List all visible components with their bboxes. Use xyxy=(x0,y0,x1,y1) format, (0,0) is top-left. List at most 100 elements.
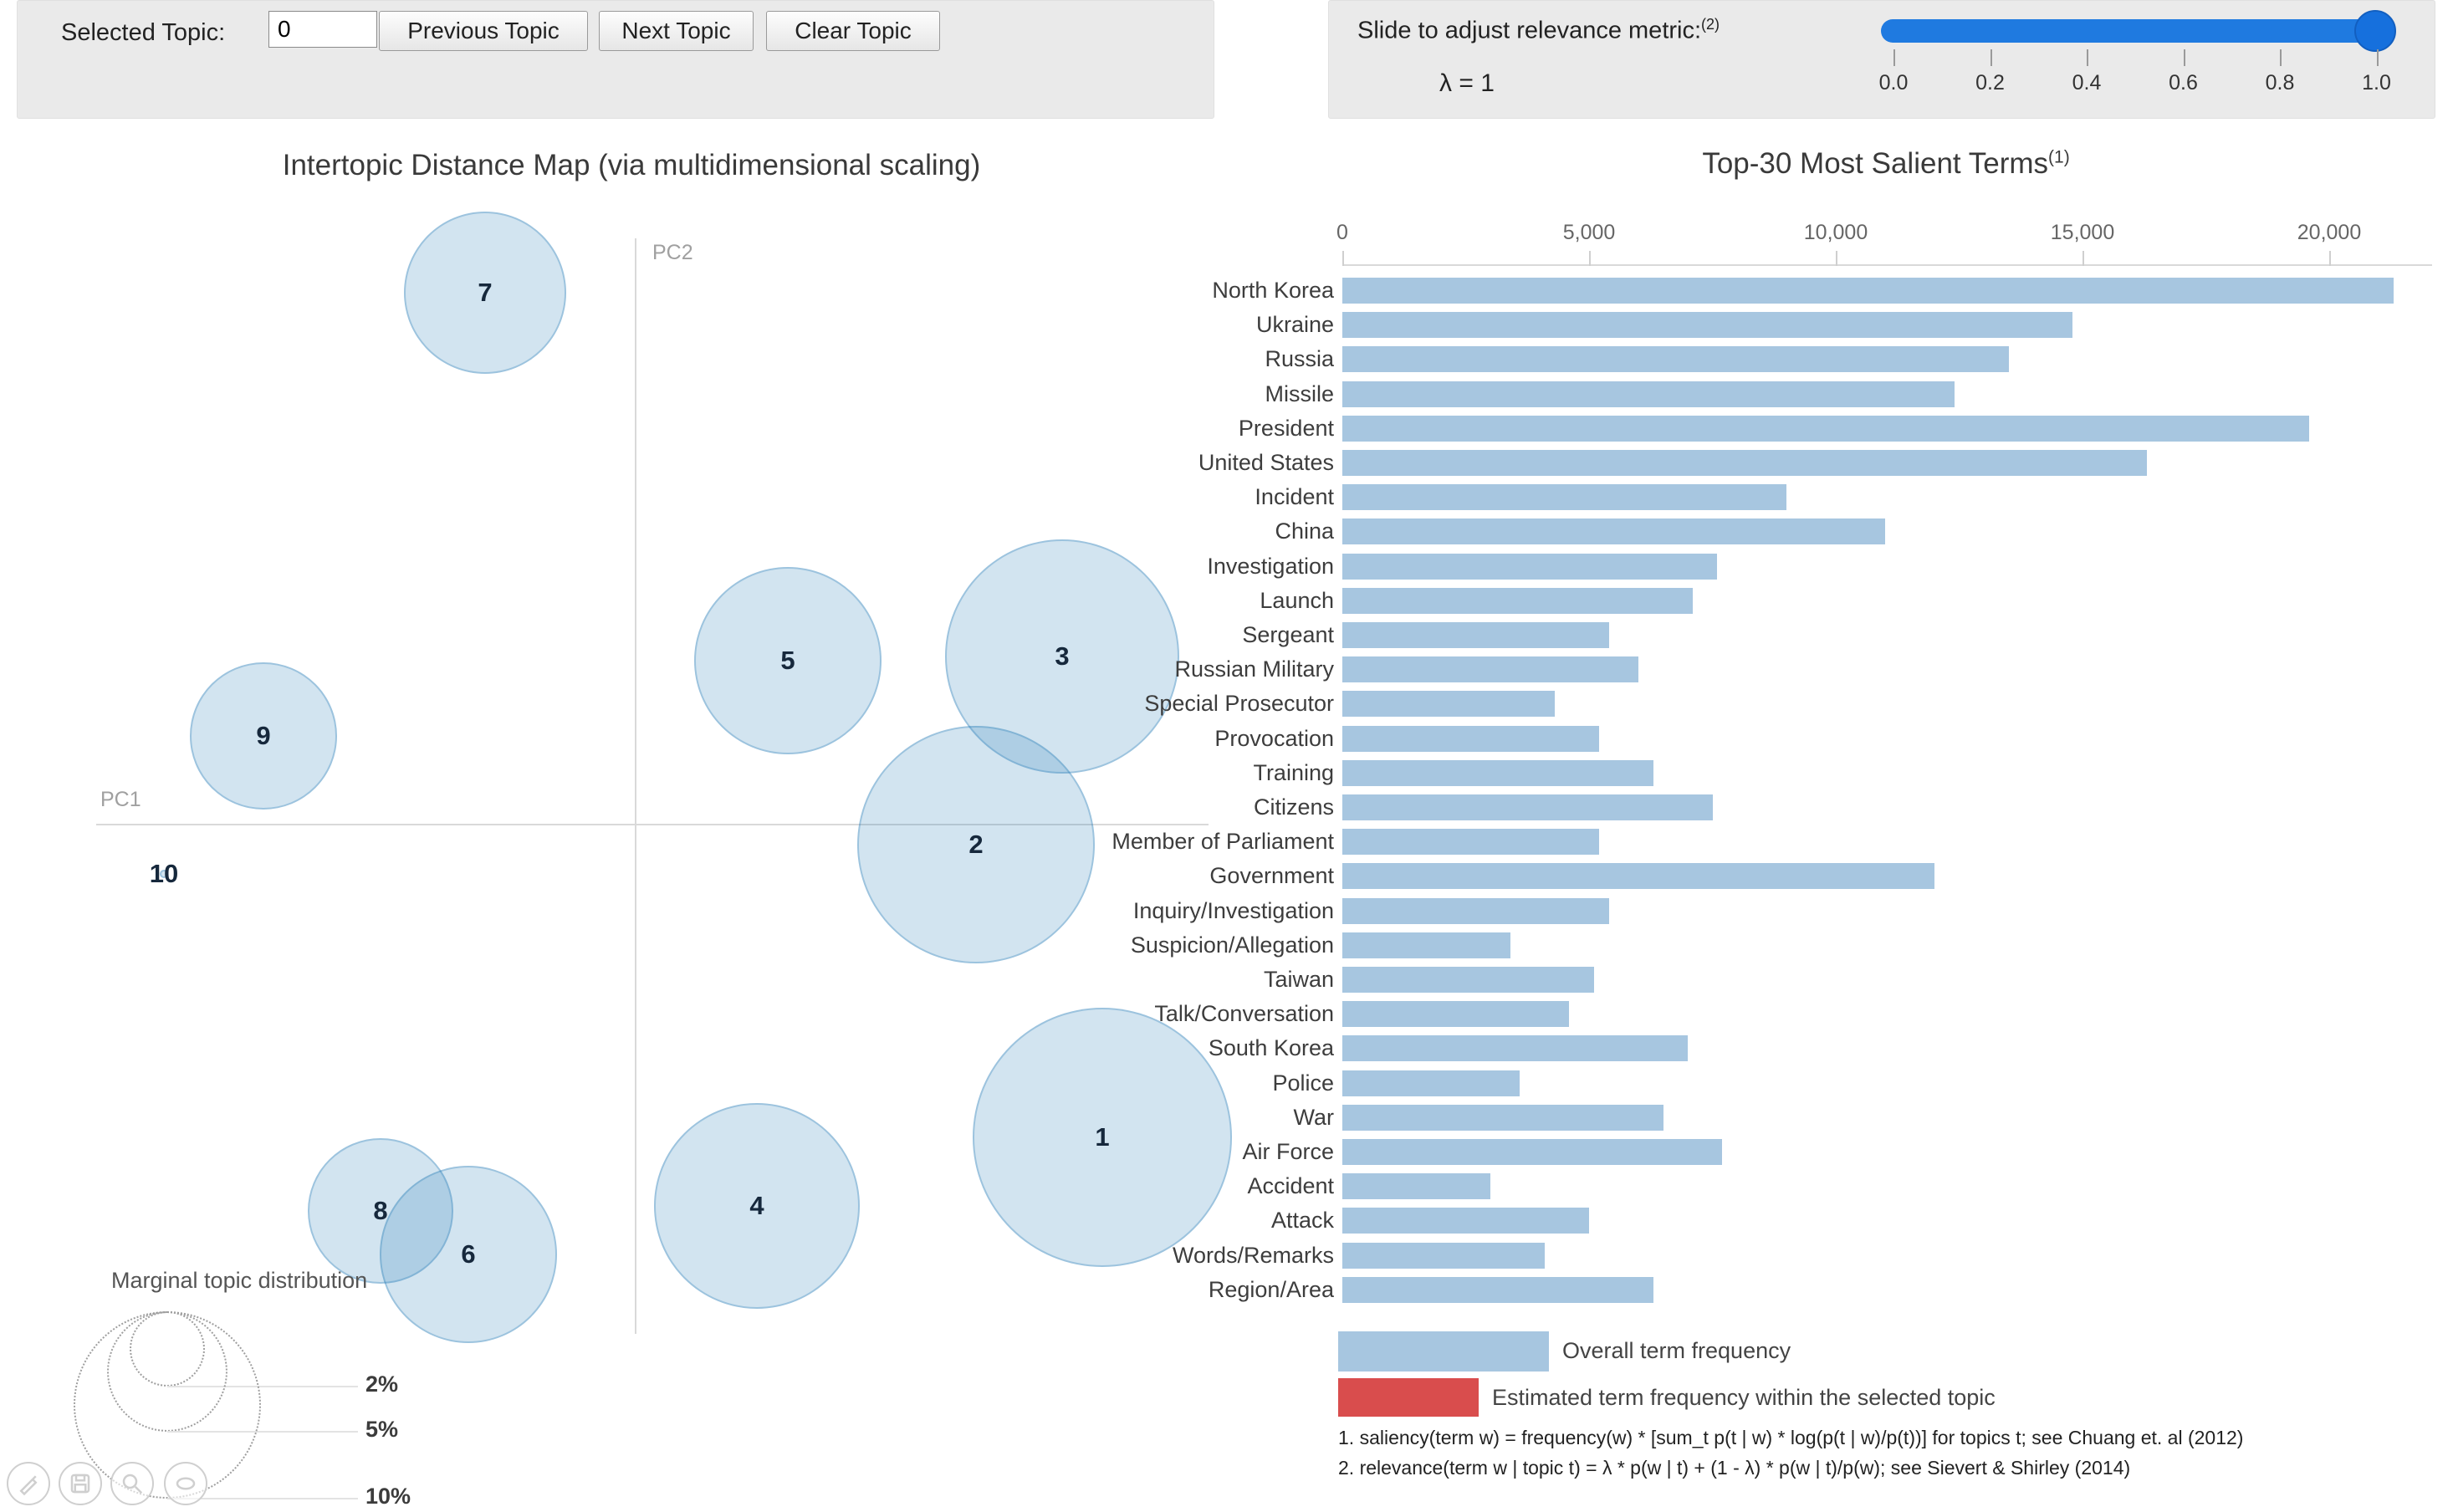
term-axis-tick-label: 10,000 xyxy=(1803,221,1868,244)
term-label: North Korea xyxy=(1212,278,1334,303)
topic-bubble-label-7: 7 xyxy=(478,278,493,307)
term-frequency-bar[interactable] xyxy=(1342,863,1934,890)
size-legend-label-5%: 5% xyxy=(365,1417,399,1442)
term-frequency-bar[interactable] xyxy=(1342,518,1885,545)
slider-tick-label: 0.4 xyxy=(2072,71,2102,94)
term-label: Words/Remarks xyxy=(1172,1242,1334,1268)
term-frequency-bar[interactable] xyxy=(1342,1104,1663,1131)
pc2-axis-line xyxy=(635,238,636,1334)
term-frequency-bar[interactable] xyxy=(1342,1139,1722,1165)
term-label: Training xyxy=(1253,759,1334,785)
footnote-relevance: 2. relevance(term w | topic t) = λ * p(w… xyxy=(1338,1457,2131,1479)
map-title: Intertopic Distance Map (via multidimens… xyxy=(282,149,981,181)
topic-bubble-label-3: 3 xyxy=(1055,641,1070,671)
previous-topic-button[interactable]: Previous Topic xyxy=(379,11,588,51)
relevance-slider-handle[interactable] xyxy=(2354,10,2396,52)
term-axis-tick-mark xyxy=(2082,251,2084,266)
selected-topic-input[interactable] xyxy=(268,11,377,48)
relevance-controls-panel: Slide to adjust relevance metric:(2) λ =… xyxy=(1328,0,2435,119)
size-legend-line-10% xyxy=(167,1498,358,1499)
topic-bubble-1[interactable] xyxy=(973,1008,1232,1267)
slider-tick-label: 0.8 xyxy=(2265,71,2295,94)
term-frequency-bar[interactable] xyxy=(1342,278,2394,304)
topic-bubble-label-5: 5 xyxy=(780,646,795,675)
save-icon[interactable] xyxy=(59,1462,102,1505)
slider-tick-mark xyxy=(2087,49,2088,66)
lambda-value: λ = 1 xyxy=(1439,69,1495,97)
next-topic-button[interactable]: Next Topic xyxy=(599,11,754,51)
overall-frequency-swatch xyxy=(1338,1331,1549,1372)
term-axis-tick-mark xyxy=(2329,251,2331,266)
term-frequency-bar[interactable] xyxy=(1342,794,1713,820)
term-label: Incident xyxy=(1255,484,1334,510)
term-label: War xyxy=(1293,1104,1335,1130)
term-frequency-bar[interactable] xyxy=(1342,381,1955,407)
term-frequency-bar[interactable] xyxy=(1342,1001,1569,1028)
selected-topic-label: Selected Topic: xyxy=(61,19,226,46)
term-label: Police xyxy=(1272,1070,1334,1096)
term-frequency-bar[interactable] xyxy=(1342,346,2009,373)
term-label: Region/Area xyxy=(1208,1276,1334,1302)
size-legend-label-10%: 10% xyxy=(365,1484,411,1509)
term-label: United States xyxy=(1198,450,1334,475)
bar-chart-title: Top-30 Most Salient Terms(1) xyxy=(1342,147,2430,181)
term-frequency-bar[interactable] xyxy=(1342,829,1599,856)
topic-bubble-label-10: 10 xyxy=(149,859,179,888)
marginal-distribution-label: Marginal topic distribution xyxy=(111,1268,368,1293)
topic-bubble-label-8: 8 xyxy=(373,1196,388,1225)
term-frequency-bar[interactable] xyxy=(1342,484,1786,511)
term-frequency-bar[interactable] xyxy=(1342,587,1693,614)
term-frequency-bar[interactable] xyxy=(1342,1035,1688,1062)
term-frequency-bar[interactable] xyxy=(1342,759,1653,786)
term-label: Air Force xyxy=(1242,1139,1334,1164)
term-label: Government xyxy=(1209,863,1334,889)
topic-bubble-9[interactable] xyxy=(190,662,337,810)
slider-tick-mark xyxy=(1893,49,1895,66)
term-frequency-bar[interactable] xyxy=(1342,1208,1589,1234)
term-label: Investigation xyxy=(1207,553,1334,579)
term-frequency-bar[interactable] xyxy=(1342,622,1609,648)
term-label: Special Prosecutor xyxy=(1144,691,1334,717)
relevance-slider-track[interactable] xyxy=(1881,19,2379,43)
term-frequency-bar[interactable] xyxy=(1342,1173,1490,1200)
topic-bubble-3[interactable] xyxy=(945,539,1179,774)
term-frequency-bar[interactable] xyxy=(1342,725,1599,752)
topic-bubble-4[interactable] xyxy=(654,1103,860,1309)
topic-bubble-7[interactable] xyxy=(404,212,566,374)
selected-frequency-label: Estimated term frequency within the sele… xyxy=(1492,1385,1996,1410)
bar-chart-title-footref: (1) xyxy=(2048,147,2070,167)
edit-icon[interactable] xyxy=(7,1462,50,1505)
topic-bubble-label-1: 1 xyxy=(1095,1122,1110,1152)
slider-tick-label: 0.6 xyxy=(2169,71,2198,94)
slider-tick-label: 1.0 xyxy=(2362,71,2391,94)
term-frequency-bar[interactable] xyxy=(1342,312,2072,339)
term-frequency-bar[interactable] xyxy=(1342,691,1555,718)
term-frequency-bar[interactable] xyxy=(1342,897,1609,924)
term-axis-tick-label: 20,000 xyxy=(2297,221,2362,244)
clear-topic-button[interactable]: Clear Topic xyxy=(766,11,940,51)
term-frequency-bar[interactable] xyxy=(1342,1242,1545,1269)
topic-bubble-10[interactable] xyxy=(160,870,168,878)
more-icon[interactable] xyxy=(164,1462,207,1505)
term-axis-tick-mark xyxy=(1342,251,1344,266)
term-frequency-bar[interactable] xyxy=(1342,656,1638,683)
term-frequency-bar[interactable] xyxy=(1342,1276,1653,1303)
zoom-icon[interactable] xyxy=(110,1462,154,1505)
term-frequency-bar[interactable] xyxy=(1342,932,1510,958)
term-label: Taiwan xyxy=(1263,967,1334,992)
slider-caption: Slide to adjust relevance metric:(2) xyxy=(1357,16,1720,45)
term-axis-tick-label: 15,000 xyxy=(2050,221,2115,244)
term-frequency-bar[interactable] xyxy=(1342,415,2309,442)
term-frequency-bar[interactable] xyxy=(1342,1070,1520,1096)
term-frequency-bar[interactable] xyxy=(1342,553,1717,580)
term-label: Accident xyxy=(1247,1173,1334,1199)
term-frequency-bar[interactable] xyxy=(1342,967,1594,993)
topic-bubble-5[interactable] xyxy=(694,567,882,754)
term-frequency-bar[interactable] xyxy=(1342,450,2147,476)
term-label: Attack xyxy=(1270,1208,1334,1234)
topic-bubble-8[interactable] xyxy=(308,1138,453,1284)
term-axis-tick-mark xyxy=(1589,251,1591,266)
term-label: Russia xyxy=(1265,346,1334,372)
term-axis-tick-label: 0 xyxy=(1336,221,1348,244)
